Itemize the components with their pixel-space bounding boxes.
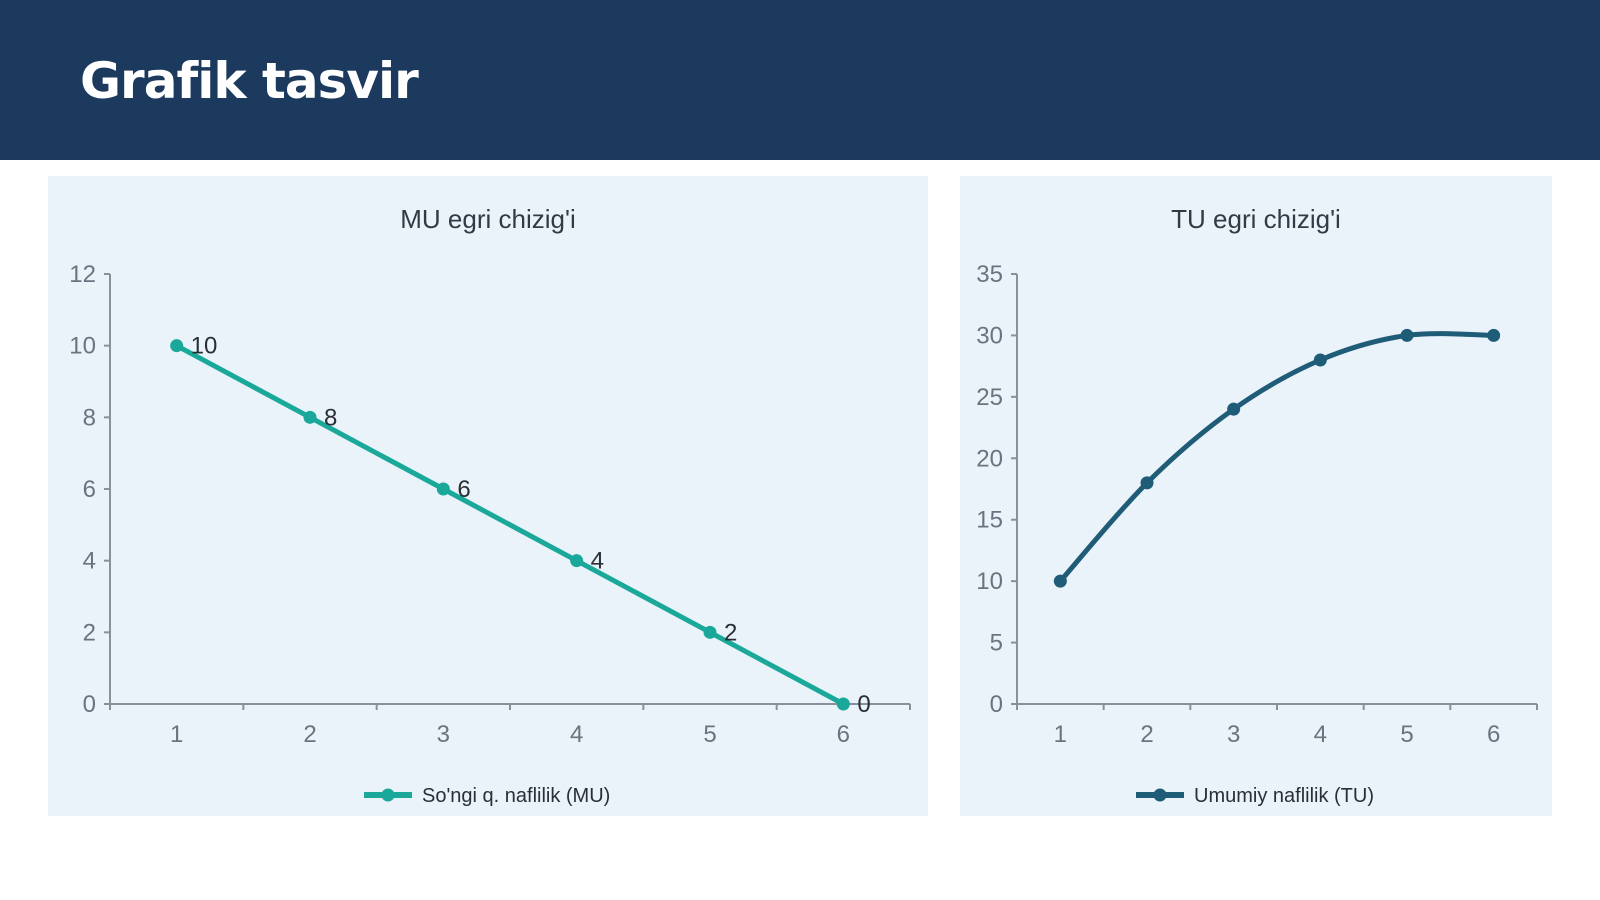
y-tick-label: 0	[83, 691, 96, 718]
data-point	[1400, 328, 1414, 342]
y-tick-label: 30	[976, 322, 1003, 349]
data-label: 10	[191, 333, 218, 360]
legend-label: Umumiy naflilik (TU)	[1194, 785, 1374, 807]
y-tick-label: 10	[976, 568, 1003, 595]
x-tick-label: 5	[1400, 721, 1413, 748]
x-tick-label: 1	[170, 721, 183, 748]
data-point	[1140, 476, 1154, 490]
chart-title: MU egri chizig'i	[400, 204, 575, 234]
data-label: 0	[857, 691, 870, 718]
data-point	[1313, 353, 1327, 367]
y-tick-label: 5	[990, 630, 1003, 657]
y-tick-label: 8	[83, 404, 96, 431]
y-tick-label: 6	[83, 476, 96, 503]
y-tick-label: 0	[990, 691, 1003, 718]
x-tick-label: 1	[1054, 721, 1067, 748]
series-line	[1057, 331, 1497, 584]
y-tick-label: 2	[83, 619, 96, 646]
chart-title: TU egri chizig'i	[1171, 204, 1341, 234]
x-tick-label: 6	[1487, 721, 1500, 748]
data-label: 8	[324, 404, 337, 431]
y-tick-label: 25	[976, 384, 1003, 411]
slide-title: Grafik tasvir	[80, 52, 419, 110]
legend-swatch-marker	[381, 788, 395, 802]
data-point	[1487, 328, 1501, 342]
mu-chart-panel: MU egri chizig'i 0 2 4 6 8 10 12 1 2 3 4 5 6 10 8 6 4 2 0 So…	[48, 176, 928, 816]
x-tick-label: 2	[1140, 721, 1153, 748]
x-tick-label: 4	[1314, 721, 1327, 748]
data-label: 2	[724, 619, 737, 646]
legend-swatch-marker	[1153, 788, 1167, 802]
data-point	[436, 482, 450, 496]
data-label: 6	[457, 476, 470, 503]
x-tick-label: 3	[437, 721, 450, 748]
legend-label: So'ngi q. naflilik (MU)	[422, 785, 610, 807]
data-point	[1053, 574, 1067, 588]
data-point	[703, 625, 717, 639]
series-line	[174, 343, 846, 707]
y-tick-label: 15	[976, 507, 1003, 534]
x-tick-label: 6	[837, 721, 850, 748]
data-point	[1227, 402, 1241, 416]
data-point	[303, 410, 317, 424]
x-tick-label: 2	[303, 721, 316, 748]
y-tick-label: 12	[69, 261, 96, 288]
x-tick-label: 3	[1227, 721, 1240, 748]
data-label: 4	[591, 548, 604, 575]
tu-chart-panel: TU egri chizig'i 0 5 10 15 20 25 30 35 1 2 3 4 5 6 Umum…	[960, 176, 1552, 816]
data-point	[836, 697, 850, 711]
y-tick-label: 10	[69, 333, 96, 360]
y-tick-label: 4	[83, 548, 96, 575]
x-tick-label: 4	[570, 721, 583, 748]
y-tick-label: 35	[976, 261, 1003, 288]
y-tick-label: 20	[976, 445, 1003, 472]
data-point	[170, 339, 184, 353]
slide-header: Grafik tasvir	[0, 0, 1600, 160]
data-point	[570, 554, 584, 568]
x-tick-label: 5	[703, 721, 716, 748]
tu-chart: TU egri chizig'i 0 5 10 15 20 25 30 35 1 2 3 4 5 6 Umum…	[976, 204, 1538, 807]
